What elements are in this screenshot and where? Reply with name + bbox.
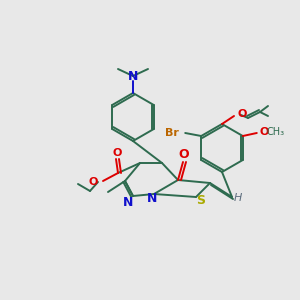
Text: H: H	[234, 193, 242, 203]
Text: O: O	[238, 109, 247, 119]
Text: N: N	[123, 196, 133, 208]
Text: O: O	[112, 148, 122, 158]
Text: N: N	[147, 193, 157, 206]
Text: S: S	[196, 194, 206, 208]
Text: O: O	[88, 177, 98, 187]
Text: CH₃: CH₃	[267, 127, 285, 137]
Text: O: O	[260, 127, 269, 137]
Text: O: O	[179, 148, 189, 161]
Text: Br: Br	[165, 128, 179, 138]
Text: N: N	[128, 70, 138, 83]
